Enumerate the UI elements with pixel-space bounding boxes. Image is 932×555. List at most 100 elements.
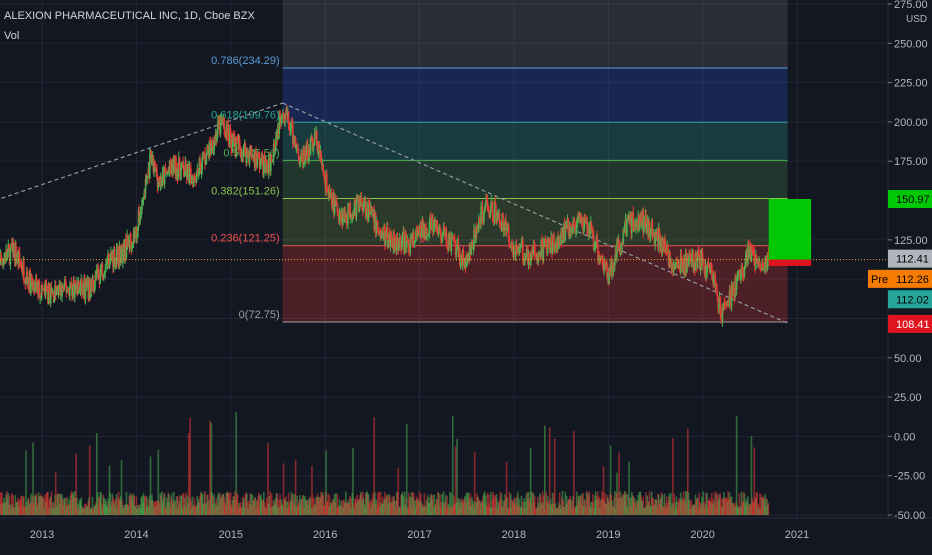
candle-body	[267, 158, 270, 174]
candle-body	[750, 247, 753, 262]
volume-bar	[236, 494, 239, 515]
candle-body	[63, 283, 65, 290]
volume-bar	[753, 447, 756, 515]
candle-body	[533, 244, 535, 247]
candle-body	[723, 302, 725, 310]
candle-body	[513, 245, 516, 248]
candle-body	[103, 273, 106, 276]
candle-body	[261, 153, 264, 166]
candle-body	[61, 287, 64, 289]
candle-body	[367, 200, 370, 221]
candle-body	[212, 149, 215, 153]
volume-bar	[582, 493, 584, 515]
candle-body	[743, 266, 746, 277]
fib-level-label: 0.618(199.76)	[211, 109, 280, 121]
candle-body	[309, 138, 312, 156]
candle-body	[197, 169, 199, 176]
candle-body	[433, 219, 436, 229]
candle-body	[335, 201, 338, 206]
candle-body	[89, 296, 92, 298]
candle-body	[493, 201, 496, 222]
candle-body	[614, 259, 616, 266]
candle-body	[185, 162, 187, 170]
volume-bar	[558, 492, 561, 515]
volume-bar	[510, 493, 512, 515]
candle-body	[182, 161, 184, 169]
candle-body	[765, 257, 768, 270]
candle-body	[689, 254, 691, 256]
candle-body	[408, 242, 410, 253]
candle-body	[759, 262, 761, 269]
volume-bar	[735, 416, 738, 515]
candle-body	[320, 150, 322, 162]
candle-body	[94, 274, 97, 285]
candle-body	[530, 251, 533, 259]
candle-body	[270, 156, 273, 161]
volume-bar	[299, 494, 301, 515]
candle-body	[207, 146, 209, 150]
candle-body	[766, 252, 769, 268]
candle-body	[710, 263, 712, 265]
candle-body	[687, 261, 690, 265]
candle-body	[296, 145, 299, 149]
fib-zone-top	[282, 0, 788, 69]
candle-body	[703, 259, 705, 270]
candle-body	[559, 238, 562, 240]
candle-body	[250, 147, 253, 158]
candle-body	[106, 256, 109, 264]
candle-body	[515, 244, 518, 251]
candle-body	[408, 252, 411, 254]
volume-bar	[335, 492, 337, 515]
volume-indicator-label[interactable]: Vol	[4, 30, 20, 42]
candle-body	[146, 176, 149, 179]
volume-bar	[349, 496, 351, 515]
candle-body	[66, 291, 68, 293]
candle-body	[262, 156, 265, 176]
candle-body	[451, 235, 453, 239]
volume-bar	[12, 495, 15, 515]
candle-body	[665, 247, 667, 253]
volume-bar	[713, 491, 716, 515]
x-tick-label: 2014	[124, 529, 148, 541]
volume-bar	[573, 430, 575, 515]
y-tick-label: 200.00	[894, 117, 928, 129]
price-label-bg	[888, 314, 932, 333]
candle-body	[442, 234, 444, 238]
volume-bar	[764, 493, 766, 515]
candle-body	[618, 240, 620, 249]
candle-body	[741, 265, 744, 272]
y-tick-label: 25.00	[894, 392, 922, 404]
volume-bar	[54, 471, 57, 515]
volume-bar	[207, 494, 209, 515]
volume-bar	[258, 492, 260, 515]
volume-bar	[756, 492, 758, 515]
candle-body	[201, 157, 204, 171]
candle-body	[525, 253, 528, 258]
candle-body	[78, 290, 81, 292]
candle-body	[290, 121, 293, 125]
volume-bar	[193, 497, 196, 515]
volume-bar	[121, 500, 124, 515]
candle-body	[394, 238, 397, 246]
y-tick-label: 175.00	[894, 156, 928, 168]
candle-body	[344, 210, 346, 220]
candle-body	[216, 120, 219, 135]
candle-body	[688, 254, 690, 262]
candle-body	[711, 264, 713, 277]
candle-body	[763, 268, 766, 271]
candle-body	[257, 153, 259, 155]
candle-body	[333, 197, 336, 214]
candle-body	[306, 144, 309, 161]
candle-body	[522, 240, 524, 260]
candle-body	[432, 217, 434, 233]
candle-body	[551, 237, 553, 253]
candle-body	[325, 173, 328, 192]
candle-body	[767, 252, 770, 257]
volume-bar	[393, 500, 396, 515]
candle-body	[117, 245, 119, 264]
volume-bar	[204, 491, 206, 515]
candle-body	[485, 199, 487, 204]
